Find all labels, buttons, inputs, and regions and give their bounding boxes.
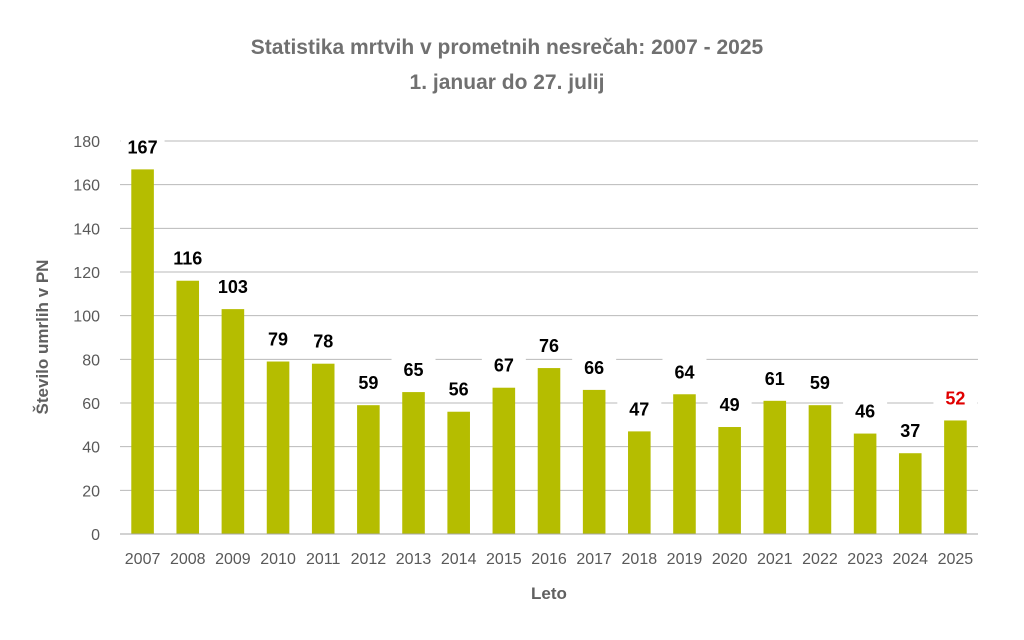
x-tick-label: 2010 bbox=[260, 551, 296, 568]
data-label-2020: 49 bbox=[720, 395, 740, 415]
data-label-2024: 37 bbox=[900, 421, 920, 441]
bar-2021 bbox=[763, 400, 787, 534]
x-tick-label: 2025 bbox=[938, 551, 974, 568]
bar-2007 bbox=[131, 169, 154, 534]
x-tick-label: 2012 bbox=[351, 551, 387, 568]
x-tick-label: 2015 bbox=[486, 551, 522, 568]
y-tick-label: 80 bbox=[82, 352, 100, 369]
y-axis-ticks: 0 20 40 60 80 100 120 140 160 180 bbox=[73, 134, 100, 544]
data-label-bg bbox=[527, 332, 571, 359]
data-label-2017: 66 bbox=[584, 358, 604, 378]
y-tick-label: 120 bbox=[73, 265, 100, 282]
bar-2023 bbox=[853, 433, 877, 534]
data-label-2009: 103 bbox=[218, 277, 248, 297]
data-label-bg bbox=[888, 417, 933, 444]
data-label-2016: 76 bbox=[539, 336, 559, 356]
x-axis-ticks: 2007 2008 2009 2010 2011 2012 2013 2014 2015 2016… bbox=[125, 551, 974, 568]
x-tick-label: 2018 bbox=[622, 551, 658, 568]
bar-2019 bbox=[673, 394, 696, 534]
x-tick-label: 2020 bbox=[712, 551, 748, 568]
x-tick-label: 2011 bbox=[306, 551, 341, 568]
y-tick-label: 0 bbox=[91, 527, 100, 544]
x-tick-label: 2013 bbox=[396, 551, 432, 568]
data-label-2021: 61 bbox=[765, 369, 785, 389]
x-tick-label: 2009 bbox=[215, 551, 251, 568]
bar-2009 bbox=[221, 309, 245, 534]
bar-2014 bbox=[447, 411, 470, 534]
data-label-2018: 47 bbox=[629, 399, 649, 419]
x-tick-label: 2021 bbox=[757, 551, 793, 568]
bar-2011 bbox=[311, 363, 335, 534]
y-axis-title: Število umrlih v PN bbox=[33, 260, 52, 415]
y-tick-label: 140 bbox=[73, 221, 100, 238]
bar-2024 bbox=[898, 453, 922, 534]
data-label-bg bbox=[165, 244, 210, 271]
bar-2015 bbox=[492, 387, 516, 534]
data-label-bg bbox=[662, 358, 707, 385]
data-label-2010: 79 bbox=[268, 330, 288, 350]
data-label-2012: 59 bbox=[358, 373, 378, 393]
bar-2013 bbox=[402, 392, 425, 534]
data-label-bg bbox=[391, 356, 436, 383]
x-axis-title: Leto bbox=[531, 584, 567, 603]
data-label-bg bbox=[120, 133, 165, 160]
data-label-2008: 116 bbox=[173, 249, 202, 269]
x-tick-label: 2007 bbox=[125, 551, 161, 568]
data-label-bg bbox=[481, 351, 526, 378]
data-label-2015: 67 bbox=[494, 356, 514, 376]
data-label-2011: 78 bbox=[313, 332, 333, 352]
bar-2016 bbox=[537, 368, 561, 534]
bar-2022 bbox=[808, 405, 832, 534]
data-label-bg bbox=[707, 391, 752, 418]
data-label-2013: 65 bbox=[404, 360, 424, 380]
y-tick-label: 100 bbox=[73, 309, 100, 326]
data-label-bg bbox=[752, 364, 797, 391]
gridlines bbox=[120, 140, 978, 491]
data-label-bg bbox=[797, 369, 842, 396]
bar-2010 bbox=[266, 361, 290, 534]
data-label-2025: 52 bbox=[945, 388, 965, 408]
data-label-bg bbox=[436, 375, 481, 402]
x-tick-label: 2017 bbox=[576, 551, 612, 568]
bar-2012 bbox=[357, 405, 380, 534]
chart-subtitle: 1. januar do 27. julij bbox=[410, 71, 605, 94]
x-tick-label: 2019 bbox=[667, 551, 703, 568]
bar-2025 bbox=[944, 420, 967, 534]
bar-2018 bbox=[628, 431, 651, 534]
bars bbox=[131, 169, 967, 534]
data-label-bg bbox=[210, 273, 255, 300]
data-label-bg bbox=[843, 397, 888, 424]
y-tick-label: 40 bbox=[82, 440, 100, 457]
data-labels: 167 116 103 79 78 59 65 56 67 76 66 47 64 49 61 59 46 37 5… bbox=[120, 133, 978, 444]
data-label-2022: 59 bbox=[810, 373, 830, 393]
x-tick-label: 2022 bbox=[802, 551, 838, 568]
x-tick-label: 2016 bbox=[531, 551, 567, 568]
x-tick-label: 2023 bbox=[847, 551, 883, 568]
data-label-bg bbox=[256, 325, 301, 352]
x-tick-label: 2014 bbox=[441, 551, 477, 568]
chart-title: Statistika mrtvih v prometnih nesrečah: … bbox=[251, 36, 764, 59]
x-tick-label: 2024 bbox=[892, 551, 928, 568]
y-tick-label: 60 bbox=[82, 396, 100, 413]
data-label-2023: 46 bbox=[855, 402, 875, 422]
y-tick-label: 20 bbox=[82, 483, 100, 500]
bar-2017 bbox=[582, 389, 606, 534]
data-label-bg bbox=[572, 353, 617, 380]
x-tick-label: 2008 bbox=[170, 551, 206, 568]
data-label-bg bbox=[617, 395, 662, 422]
data-label-bg bbox=[301, 327, 346, 354]
data-label-bg bbox=[933, 384, 978, 411]
y-tick-label: 180 bbox=[73, 134, 100, 151]
bar-2020 bbox=[718, 427, 741, 534]
data-label-2007: 167 bbox=[128, 137, 158, 157]
bar-2008 bbox=[176, 280, 200, 534]
data-label-2019: 64 bbox=[674, 362, 694, 382]
data-label-2014: 56 bbox=[449, 380, 469, 400]
y-tick-label: 160 bbox=[73, 178, 100, 195]
data-label-bg bbox=[346, 369, 391, 396]
